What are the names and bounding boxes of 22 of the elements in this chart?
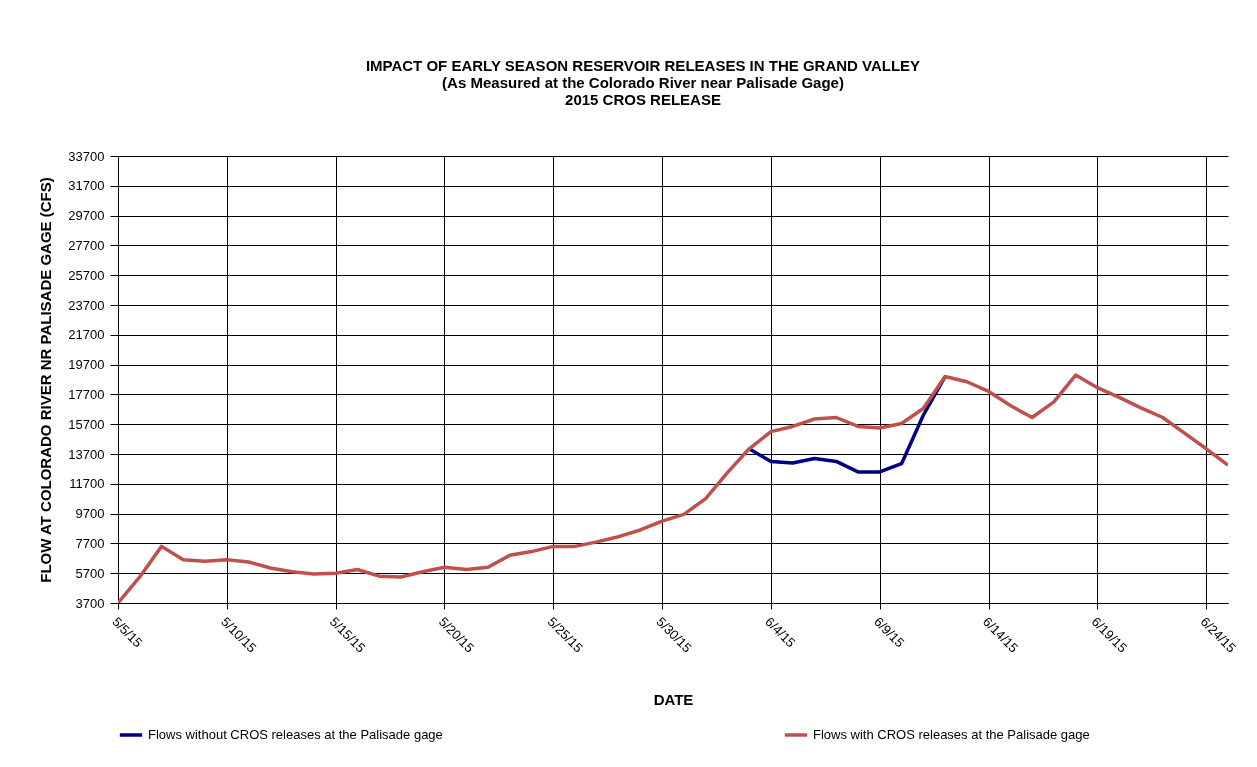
- y-tick-label: 31700: [68, 178, 105, 194]
- chart-subtitle: (As Measured at the Colorado River near Palisade Gage) 2015 CROS RELEASE: [442, 74, 844, 108]
- y-tick-label: 5700: [75, 565, 105, 581]
- y-tick-label: 7700: [75, 535, 105, 551]
- y-tick-label: 17700: [68, 386, 105, 402]
- y-tick-label: 19700: [68, 357, 105, 373]
- y-axis-title: FLOW AT COLORADO RIVER NR PALISADE GAGE (CFS): [37, 177, 55, 583]
- y-tick-label: 27700: [68, 237, 105, 253]
- legend-label: Flows with CROS releases at the Palisade gage: [813, 727, 1090, 742]
- chart-title: IMPACT OF EARLY SEASON RESERVOIR RELEASES IN THE GRAND VALLEY: [365, 57, 921, 74]
- y-tick-label: 29700: [68, 208, 105, 224]
- y-tick-label: 15700: [68, 416, 105, 432]
- y-tick-label: 25700: [68, 267, 105, 283]
- y-tick-label: 21700: [68, 327, 105, 343]
- y-tick-label: 9700: [75, 506, 105, 522]
- y-tick-label: 13700: [68, 446, 105, 462]
- y-tick-label: 23700: [68, 297, 105, 313]
- y-tick-label: 11700: [69, 476, 105, 492]
- y-tick-label: 33700: [68, 148, 105, 164]
- legend-label: Flows without CROS releases at the Palisade gage: [148, 727, 443, 742]
- y-tick-label: 3700: [75, 595, 105, 611]
- x-axis-title: DATE: [653, 691, 694, 709]
